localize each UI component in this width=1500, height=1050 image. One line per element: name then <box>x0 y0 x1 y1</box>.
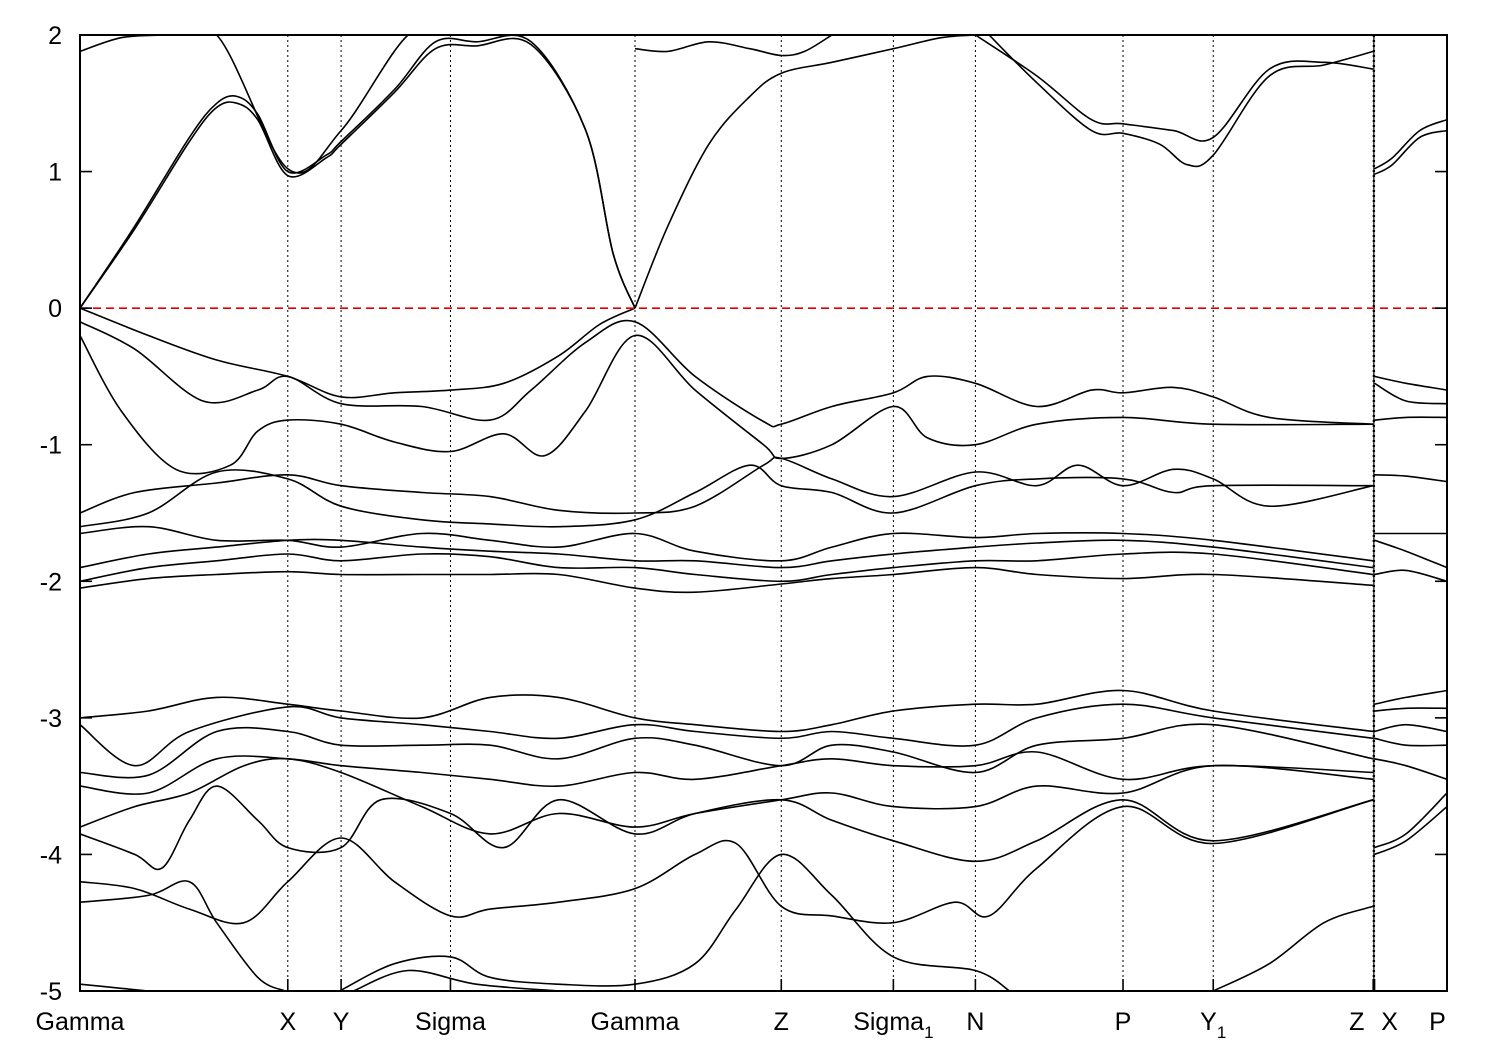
x-tick-label-4: Gamma <box>591 1008 680 1036</box>
y-tick-label: -1 <box>40 432 62 460</box>
band-line-24 <box>1374 539 1447 569</box>
x-tick-label-7: N <box>966 1008 984 1036</box>
band-line-39 <box>1374 689 1447 705</box>
y-tick-label: -5 <box>40 978 62 1006</box>
band-line-41 <box>1374 723 1447 733</box>
x-tick-label-5: Z <box>774 1008 789 1036</box>
band-line-44 <box>1374 792 1447 849</box>
band-line-45 <box>1374 805 1447 856</box>
band-line-43 <box>1374 758 1447 781</box>
band-line-21 <box>1374 416 1447 421</box>
band-line-40 <box>1374 707 1447 712</box>
x-tick-label-1: X <box>279 1008 296 1036</box>
x-tick-subscript: 1 <box>1217 1023 1226 1042</box>
plot-frame <box>79 34 1448 992</box>
y-tick-label: 2 <box>48 22 62 50</box>
band-lines <box>80 35 1447 991</box>
x-tick-label-3: Sigma <box>415 1008 486 1036</box>
band-line-28 <box>80 723 1374 779</box>
band-line-32 <box>80 799 1374 925</box>
band-line-31 <box>80 785 1374 871</box>
band-line-33 <box>80 880 286 991</box>
band-line-27 <box>80 703 1374 767</box>
x-tick-label-8: P <box>1115 1008 1132 1036</box>
band-line-16 <box>80 538 1374 569</box>
band-line-2 <box>80 37 636 309</box>
x-tick-label-12: P <box>1429 1008 1446 1036</box>
kpoint-gridlines <box>287 35 1376 991</box>
band-line-9 <box>1374 118 1447 170</box>
y-tick-label: -4 <box>40 841 62 869</box>
x-tick-label-2: Y <box>333 1008 350 1036</box>
band-line-34 <box>80 983 149 991</box>
band-line-19 <box>1374 375 1447 391</box>
band-line-3 <box>162 35 451 174</box>
band-line-42 <box>1374 737 1447 747</box>
band-line-36 <box>353 969 559 991</box>
band-line-25 <box>1374 569 1447 583</box>
band-line-4 <box>634 35 976 309</box>
x-tick-label-11: X <box>1381 1008 1398 1036</box>
band-line-7 <box>988 35 1374 168</box>
band-line-0 <box>80 35 163 53</box>
band-line-35 <box>339 853 1011 991</box>
band-line-17 <box>80 551 1374 583</box>
band-line-11 <box>80 319 1374 428</box>
band-line-26 <box>80 689 1374 733</box>
band-line-14 <box>80 464 1374 528</box>
band-line-12 <box>80 334 1374 475</box>
band-line-8 <box>1374 129 1447 176</box>
band-line-1 <box>80 35 636 309</box>
band-line-30 <box>80 757 1374 835</box>
x-tick-label-9: Y1 <box>1200 1008 1226 1042</box>
band-line-13 <box>80 456 1374 515</box>
x-tick-subscript: 1 <box>924 1023 933 1042</box>
band-line-22 <box>1374 474 1447 483</box>
x-tick-label-6: Sigma1 <box>853 1008 933 1042</box>
y-tick-label: -2 <box>40 568 62 596</box>
y-tick-label: 1 <box>48 159 62 187</box>
x-tick-label-0: Gamma <box>36 1008 125 1036</box>
y-tick-label: 0 <box>48 295 62 323</box>
band-line-10 <box>80 307 636 399</box>
band-line-38 <box>1212 905 1374 991</box>
band-line-18 <box>80 566 1374 594</box>
y-tick-label: -3 <box>40 705 62 733</box>
band-line-5 <box>634 35 833 57</box>
band-line-20 <box>1374 382 1447 405</box>
y-axis-ticks: 2 1 0 -1 -2 -3 -4 -5 <box>40 22 1447 1006</box>
band-line-6 <box>974 35 1374 142</box>
x-tick-label-10: Z <box>1349 1008 1364 1036</box>
x-axis-ticks: Gamma X Y Sigma Gamma Z Sigma1 N P Y1 Z X P <box>36 979 1446 1042</box>
